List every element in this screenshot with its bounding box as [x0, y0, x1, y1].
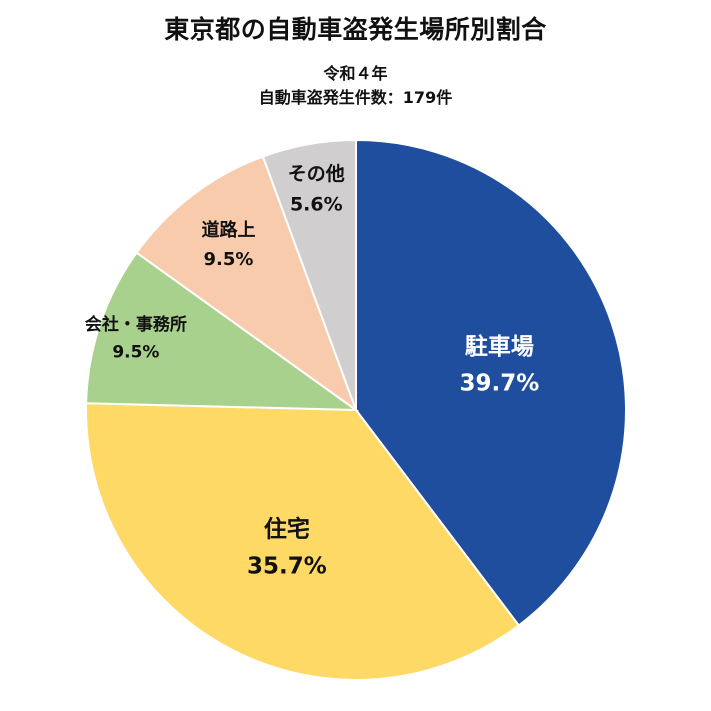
slice-value-3: 9.5% [204, 249, 254, 270]
slice-label-2: 会社・事務所 [85, 314, 187, 335]
chart-subtitle-year: 令和４年 [323, 64, 388, 83]
slice-label-1: 住宅 [264, 516, 310, 543]
slice-value-0: 39.7% [460, 371, 540, 397]
pie-slice-3 [135, 155, 359, 413]
pie-slice-2 [85, 251, 360, 412]
chart-title: 東京都の自動車盗発生場所別割合 [164, 15, 547, 44]
pie-slice-4 [261, 138, 357, 411]
slice-value-2: 9.5% [112, 342, 159, 362]
slice-value-4: 5.6% [290, 194, 343, 216]
chart-subtitle-count: 自動車盗発生件数：179件 [258, 88, 453, 107]
slice-value-1: 35.7% [247, 553, 327, 579]
pie-slice-0 [355, 138, 627, 627]
slice-label-4: その他 [288, 162, 345, 185]
pie-slice-1 [85, 402, 521, 681]
slice-label-0: 駐車場 [465, 333, 534, 360]
slice-label-3: 道路上 [202, 219, 256, 241]
